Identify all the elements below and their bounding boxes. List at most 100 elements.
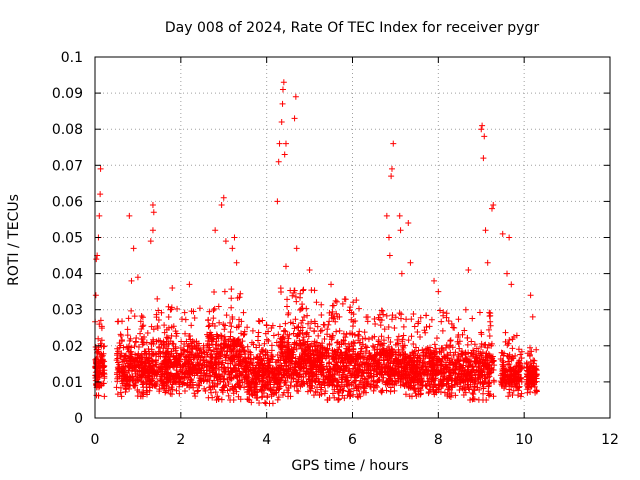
data-point xyxy=(331,313,338,320)
data-point xyxy=(156,364,163,371)
data-point xyxy=(359,362,366,369)
data-point xyxy=(443,314,450,321)
data-point xyxy=(234,346,241,353)
data-point xyxy=(120,344,127,351)
data-point xyxy=(143,384,150,391)
data-point xyxy=(151,371,158,378)
data-point xyxy=(318,311,325,318)
data-point xyxy=(464,341,471,348)
data-point xyxy=(379,378,386,385)
data-point xyxy=(309,376,316,383)
data-point xyxy=(156,386,163,393)
data-point xyxy=(276,140,283,147)
data-point xyxy=(371,333,378,340)
data-point xyxy=(350,391,357,398)
data-point xyxy=(380,311,387,318)
data-point xyxy=(308,287,315,294)
data-point xyxy=(157,337,164,344)
data-point xyxy=(185,357,192,364)
data-point xyxy=(361,329,368,336)
data-point xyxy=(327,372,334,379)
data-point xyxy=(326,340,333,347)
data-point xyxy=(461,357,468,364)
data-point xyxy=(305,333,312,340)
data-point xyxy=(285,365,292,372)
data-point xyxy=(473,345,480,352)
data-point xyxy=(296,353,303,360)
data-point xyxy=(343,374,350,381)
data-point xyxy=(296,306,303,313)
data-point xyxy=(277,377,284,384)
data-point xyxy=(97,382,104,389)
data-point xyxy=(93,256,100,263)
data-point xyxy=(529,368,536,375)
data-point xyxy=(259,393,266,400)
data-point xyxy=(490,202,497,209)
data-point xyxy=(378,368,385,375)
data-point xyxy=(139,339,146,346)
data-point xyxy=(446,374,453,381)
data-point xyxy=(418,382,425,389)
data-point xyxy=(356,328,363,335)
data-point xyxy=(240,309,247,316)
data-point xyxy=(374,341,381,348)
data-point xyxy=(349,330,356,337)
data-point xyxy=(444,351,451,358)
data-point xyxy=(393,367,400,374)
data-point xyxy=(289,292,296,299)
data-point xyxy=(466,357,473,364)
data-point xyxy=(117,389,124,396)
data-point xyxy=(363,344,370,351)
data-point xyxy=(436,357,443,364)
data-point xyxy=(244,324,251,331)
data-point xyxy=(225,392,232,399)
data-point xyxy=(321,321,328,328)
data-point xyxy=(234,373,241,380)
data-point xyxy=(213,351,220,358)
data-point xyxy=(299,301,306,308)
data-point xyxy=(416,359,423,366)
data-point xyxy=(460,367,467,374)
data-point xyxy=(524,350,531,357)
data-point xyxy=(531,357,538,364)
data-point xyxy=(229,313,236,320)
data-point xyxy=(215,360,222,367)
data-point xyxy=(231,362,238,369)
x-tick-label: 6 xyxy=(348,432,357,448)
data-point xyxy=(516,377,523,384)
data-point xyxy=(306,266,313,273)
data-point xyxy=(136,362,143,369)
data-point xyxy=(381,340,387,347)
data-point xyxy=(394,336,401,343)
data-point xyxy=(360,359,367,366)
data-point xyxy=(196,360,203,367)
data-point xyxy=(140,322,147,329)
data-point xyxy=(329,308,336,315)
data-point xyxy=(283,372,290,379)
data-point xyxy=(389,365,396,372)
data-point xyxy=(375,376,382,383)
data-point xyxy=(253,344,260,351)
data-point xyxy=(482,363,489,370)
data-point xyxy=(386,364,393,371)
data-point xyxy=(268,353,275,360)
data-point xyxy=(298,345,305,352)
data-point xyxy=(443,361,450,368)
data-point xyxy=(353,384,360,391)
data-point xyxy=(207,360,214,367)
data-point xyxy=(168,304,175,311)
data-point xyxy=(353,374,360,381)
data-point xyxy=(220,384,227,391)
data-point xyxy=(395,333,402,340)
data-point xyxy=(355,305,362,312)
data-point xyxy=(375,336,382,343)
data-point xyxy=(426,323,433,330)
data-point xyxy=(422,364,429,371)
data-point xyxy=(488,353,495,360)
data-point xyxy=(417,379,424,386)
data-point xyxy=(315,332,322,339)
data-point xyxy=(296,337,303,344)
data-point xyxy=(282,263,289,270)
data-point xyxy=(475,372,482,379)
data-point xyxy=(468,368,475,375)
